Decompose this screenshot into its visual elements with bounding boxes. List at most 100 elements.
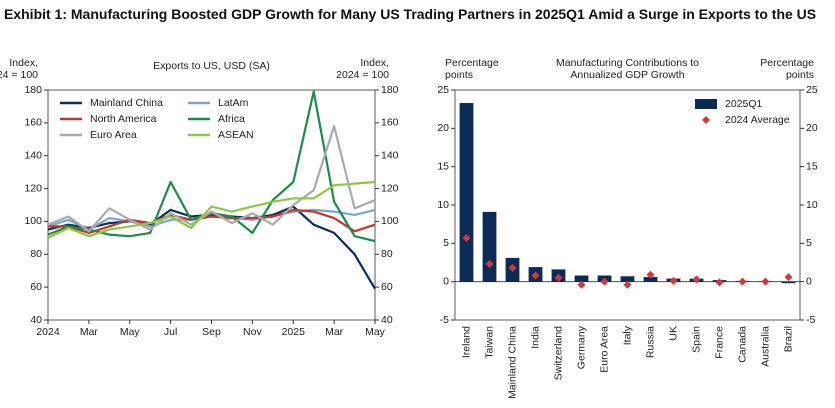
x-tick-label: 2024 [36,326,60,338]
y2-tick-label: 10 [806,199,818,211]
x-tick-label: Germany [575,325,587,369]
y-axis-label: 2024 = 100 [0,69,38,81]
marker [485,260,494,269]
legend-label: 2024 Average [725,114,790,126]
marker [508,263,517,272]
y2-tick-label: 5 [806,237,812,249]
x-tick-label: Russia [644,326,656,358]
marker [600,277,609,286]
marker [623,280,632,289]
x-tick-label: 2025 [282,326,306,338]
x-tick-label: Mar [325,326,344,338]
y-tick-label: 10 [437,199,449,211]
chart-title: Exports to US, USD (SA) [153,60,270,72]
y2-axis-label: points [786,69,814,81]
y-tick-label: 5 [443,237,449,249]
bar [643,277,658,282]
legend-swatch [702,116,710,124]
legend-swatch [695,99,717,109]
y2-tick-label: 15 [806,160,818,172]
x-tick-label: Euro Area [598,326,610,373]
y2-tick-label: 120 [381,182,399,194]
marker [646,270,655,279]
y-tick-label: 40 [30,314,42,326]
series-line [47,180,376,239]
bar [482,211,497,282]
x-tick-label: May [120,326,141,338]
y-tick-label: 160 [24,117,42,129]
y-tick-label: 180 [24,84,42,96]
y-tick-label: 120 [24,182,42,194]
bar [574,275,589,282]
y-tick-label: 60 [30,281,42,293]
marker [531,271,540,280]
bar [459,103,474,282]
x-tick-label: Switzerland [552,326,564,380]
y2-tick-label: 140 [381,149,399,161]
y2-tick-label: 40 [381,314,393,326]
y-tick-label: 25 [437,84,449,96]
y-tick-label: 0 [443,275,449,287]
x-tick-label: Spain [690,326,702,353]
y2-axis-label: 2024 = 100 [336,69,389,81]
y2-tick-label: 80 [381,248,393,260]
legend-label: North America [90,113,157,125]
y2-tick-label: 100 [381,215,399,227]
chart-title: Manufacturing Contributions to [556,57,699,69]
exhibit-title: Exhibit 1: Manufacturing Boosted GDP Gro… [4,6,817,22]
y-tick-label: 140 [24,149,42,161]
x-tick-label: UK [667,326,679,341]
x-tick-label: India [529,326,541,349]
x-tick-label: Italy [621,325,633,345]
y-axis-label: points [445,69,473,81]
legend-label: Africa [218,113,245,125]
chart-title: Annualized GDP Growth [570,69,684,81]
x-tick-label: Canada [736,326,748,363]
series-line [48,208,376,234]
marker [738,277,747,286]
marker [784,273,793,282]
y-tick-label: 80 [30,248,42,260]
y-tick-label: 100 [24,215,42,227]
x-tick-label: Mainland China [506,326,518,399]
legend-label: ASEAN [218,129,254,141]
y-axis-label: Index, [9,57,38,69]
y-axis-label: Percentage [445,57,499,69]
marker [462,233,471,242]
y2-axis-label: Index, [360,57,389,69]
series-line [47,205,376,290]
x-tick-label: Australia [759,326,771,367]
y2-tick-label: 160 [381,117,399,129]
marker [554,273,563,282]
x-tick-label: Taiwan [483,326,495,359]
y2-tick-label: 25 [806,84,818,96]
bar [620,276,635,282]
y-tick-label: 20 [437,122,449,134]
legend-label: Euro Area [90,129,137,141]
y-tick-label: -5 [440,314,449,326]
x-tick-label: May [365,326,386,338]
y2-tick-label: 60 [381,281,393,293]
marker [692,275,701,284]
x-tick-label: Jul [164,326,177,338]
x-tick-label: Nov [243,326,262,338]
y2-tick-label: 180 [381,84,399,96]
x-tick-label: Mar [80,326,99,338]
y2-axis-label: Percentage [760,57,814,69]
x-tick-label: France [713,326,725,359]
y2-tick-label: 20 [806,122,818,134]
bar [781,281,796,284]
marker [669,276,678,285]
x-tick-label: Ireland [460,326,472,358]
y-tick-label: 15 [437,160,449,172]
legend-label: Mainland China [90,97,163,109]
y2-tick-label: 0 [806,275,812,287]
x-tick-label: Sep [202,326,221,338]
marker [577,280,586,289]
marker [761,277,770,286]
legend-label: LatAm [218,97,249,109]
x-tick-label: Brazil [782,326,794,352]
legend-label: 2025Q1 [725,98,763,110]
series-line [47,125,376,233]
